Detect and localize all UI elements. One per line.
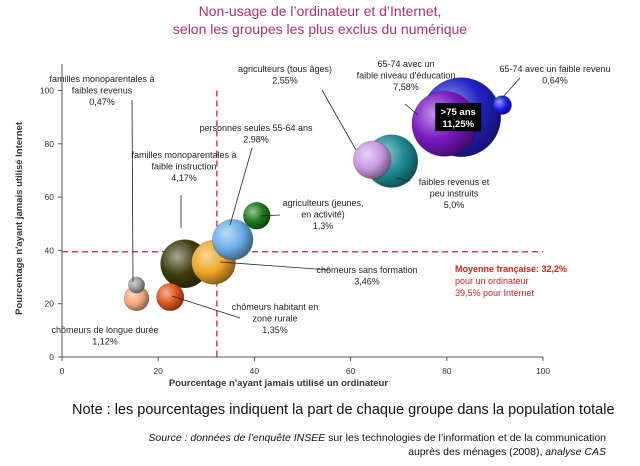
leader-line bbox=[229, 147, 253, 226]
bubble-label-line: 5,0% bbox=[444, 200, 465, 210]
x-tick-label: 80 bbox=[442, 366, 452, 376]
bubble-label-line: 0,47% bbox=[89, 97, 115, 107]
bubble-label-line: 1,12% bbox=[92, 337, 118, 347]
source-part-b: sur les technologies de l’information et… bbox=[325, 432, 606, 444]
bubble-label: 65-74 avec un faible niveau d'éducation 7,… bbox=[357, 59, 456, 92]
x-tick-label: 0 bbox=[60, 366, 65, 376]
x-tick-label: 20 bbox=[153, 366, 163, 376]
bubble-label-line: 4,17% bbox=[171, 173, 197, 183]
x-tick-label: 100 bbox=[536, 366, 550, 376]
y-tick-label: 80 bbox=[45, 139, 55, 149]
bubble-label: familles monoparentales à faible instruct… bbox=[131, 150, 236, 183]
reference-label: pour un ordinateur bbox=[455, 276, 529, 286]
bubble-label: chômeurs sans formation 3,46% bbox=[316, 265, 417, 287]
bubble-label-line: en activité) bbox=[301, 210, 345, 220]
leader-line bbox=[395, 177, 411, 182]
x-tick-label: 60 bbox=[346, 366, 356, 376]
bubble-label-line: 0,64% bbox=[542, 76, 568, 86]
bubble bbox=[492, 95, 512, 115]
bubble-label: familles monoparentales à faibles revenus… bbox=[49, 74, 154, 107]
bubble-label: faibles revenus et peu instruits 5,0% bbox=[419, 177, 490, 210]
y-tick-label: 20 bbox=[45, 299, 55, 309]
x-axis-label: Pourcentage n'ayant jamais utilisé un or… bbox=[169, 378, 389, 389]
bubble-label: chômeurs de longue durée 1,12% bbox=[51, 325, 158, 347]
bubble-label-line: >75 ans bbox=[441, 107, 476, 118]
bubble-label-line: faible instruction bbox=[151, 162, 216, 172]
bubble-label: chômeurs habitant en zone rurale 1,35% bbox=[232, 302, 319, 335]
leader-line bbox=[321, 89, 357, 151]
source-part-a: Source : données de l’enquête INSEE bbox=[148, 432, 326, 444]
inline-label-box bbox=[435, 103, 482, 132]
bubble-label-line: 3,46% bbox=[354, 277, 380, 287]
bubble-label-line: agriculteurs (jeunes, bbox=[282, 198, 363, 208]
bubble-label-line: faibles revenus et bbox=[419, 177, 490, 187]
leader-line bbox=[171, 295, 241, 319]
bubble-chart: 0 20 40 60 80 100 0 20 40 60 80 100 Pourcentage n'ay… bbox=[14, 59, 611, 389]
bubble bbox=[212, 219, 254, 261]
source-part-d: analyse CAS bbox=[542, 446, 606, 458]
y-tick-label: 60 bbox=[45, 192, 55, 202]
bubble-label: personnes seules 55-64 ans 2.98% bbox=[199, 123, 313, 145]
reference-label: Moyenne française: 32,2% bbox=[455, 264, 567, 274]
bubble-label-line: 1,35% bbox=[262, 325, 288, 335]
bubble-label-line: 7,58% bbox=[393, 82, 419, 92]
leader-line bbox=[219, 261, 331, 271]
y-axis-label: Pourcentage n'ayant jamais utilisé Inter… bbox=[14, 121, 25, 315]
bubble-label: agriculteurs (tous âges) 2,55% bbox=[238, 64, 332, 86]
bubble-label: agriculteurs (jeunes, en activité) 1,3% bbox=[282, 198, 363, 231]
bubble bbox=[128, 276, 145, 294]
bubble-label-line: chômeurs sans formation bbox=[316, 265, 417, 275]
chart-title-line2: selon les groupes les plus exclus du num… bbox=[172, 21, 468, 37]
bubble-label-line: 65-74 avec un faible revenu bbox=[499, 64, 610, 74]
bubble-label-line: 2.98% bbox=[243, 135, 269, 145]
bubble-label-line: familles monoparentales à bbox=[131, 150, 236, 160]
bubble-label: 65-74 avec un faible revenu 0,64% bbox=[499, 64, 610, 86]
bubble-label-line: chômeurs habitant en bbox=[232, 302, 319, 312]
chart-title-line1: Non-usage de l’ordinateur et d’Internet, bbox=[198, 3, 442, 19]
leader-line bbox=[131, 99, 134, 283]
source-part-c: auprès des ménages (2008), bbox=[408, 446, 543, 458]
bubble-label-line: 2,55% bbox=[272, 76, 298, 86]
leader-line bbox=[259, 214, 281, 217]
bubble-label-line: faibles revenus bbox=[72, 86, 133, 96]
bubble bbox=[353, 140, 392, 179]
source-note: Source : données de l’enquête INSEE sur … bbox=[46, 431, 606, 459]
bubble-label-line: 11,25% bbox=[442, 119, 474, 130]
bubble-label-line: chômeurs de longue durée bbox=[51, 325, 158, 335]
bubble-label-line: faible niveau d'éducation bbox=[357, 71, 456, 81]
reference-label: 39,5% pour Internet bbox=[455, 288, 535, 298]
bubble-label-line: personnes seules 55-64 ans bbox=[199, 123, 313, 133]
bubble-label-line: familles monoparentales à bbox=[49, 74, 154, 84]
bubble-label-line: peu instruits bbox=[430, 189, 479, 199]
bubble-label-line: 65-74 avec un bbox=[377, 59, 434, 69]
footnote: Note : les pourcentages indiquent la par… bbox=[72, 402, 615, 418]
y-tick-label: 0 bbox=[49, 352, 54, 362]
y-tick-label: 40 bbox=[45, 245, 55, 255]
bubble bbox=[156, 283, 185, 312]
bubble-label-line: zone rurale bbox=[252, 314, 297, 324]
bubble-label-line: 1,3% bbox=[313, 221, 334, 231]
leader-line bbox=[404, 103, 419, 116]
bubble-label-line: agriculteurs (tous âges) bbox=[238, 64, 332, 74]
x-tick-label: 40 bbox=[250, 366, 260, 376]
bubble-label: >75 ans 11,25% bbox=[441, 107, 476, 130]
leader-line bbox=[501, 77, 521, 99]
y-tick-label: 100 bbox=[40, 86, 54, 96]
